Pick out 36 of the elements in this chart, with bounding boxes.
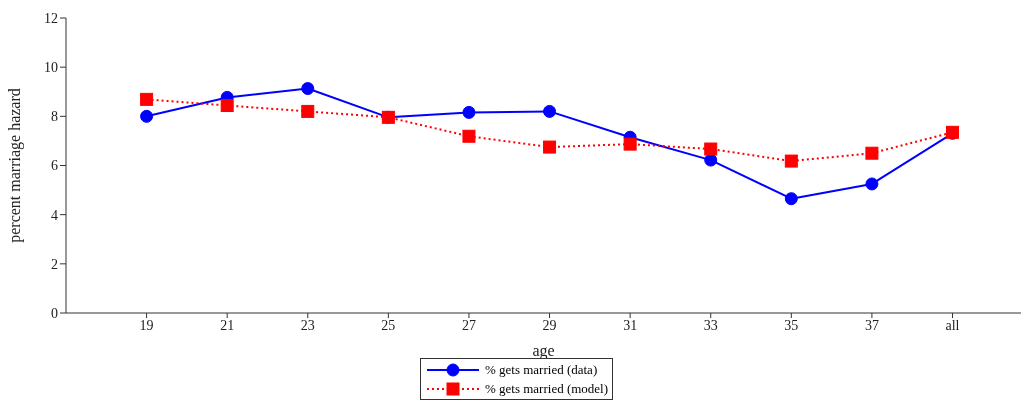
- point: [140, 109, 154, 123]
- point: [462, 129, 476, 143]
- x-tick-label: all: [945, 317, 960, 333]
- point: [623, 137, 637, 151]
- y-axis-title: percent marriage hazard: [5, 88, 24, 243]
- y-tick-label: 0: [51, 305, 58, 321]
- y-tick-label: 4: [51, 207, 58, 223]
- point: [784, 192, 798, 206]
- point: [220, 99, 234, 113]
- x-tick-label: 23: [300, 317, 315, 333]
- y-tick-label: 2: [51, 256, 58, 272]
- x-tick-label: 25: [381, 317, 396, 333]
- y-tick-label: 8: [51, 109, 58, 125]
- point: [543, 104, 557, 118]
- legend-label: % gets married (data): [484, 361, 598, 378]
- x-tick-label: 31: [623, 317, 638, 333]
- point: [865, 146, 879, 160]
- point: [140, 92, 154, 106]
- point: [462, 105, 476, 119]
- point: [865, 177, 879, 191]
- y-tick-label: 12: [44, 10, 58, 26]
- x-tick-label: 35: [784, 317, 799, 333]
- point: [784, 154, 798, 168]
- x-tick-label: 27: [461, 317, 476, 333]
- point: [301, 82, 315, 96]
- x-tick-label: 19: [139, 317, 154, 333]
- point: [704, 142, 718, 156]
- point: [301, 104, 315, 118]
- y-tick-label: 6: [51, 158, 58, 174]
- x-tick-label: 37: [864, 317, 879, 333]
- x-tick-label: 33: [703, 317, 718, 333]
- x-tick-label: 21: [220, 317, 235, 333]
- x-tick-label: 29: [542, 317, 557, 333]
- legend-label: % gets married (model): [484, 380, 609, 397]
- y-tick-label: 10: [44, 60, 58, 76]
- point: [543, 140, 557, 154]
